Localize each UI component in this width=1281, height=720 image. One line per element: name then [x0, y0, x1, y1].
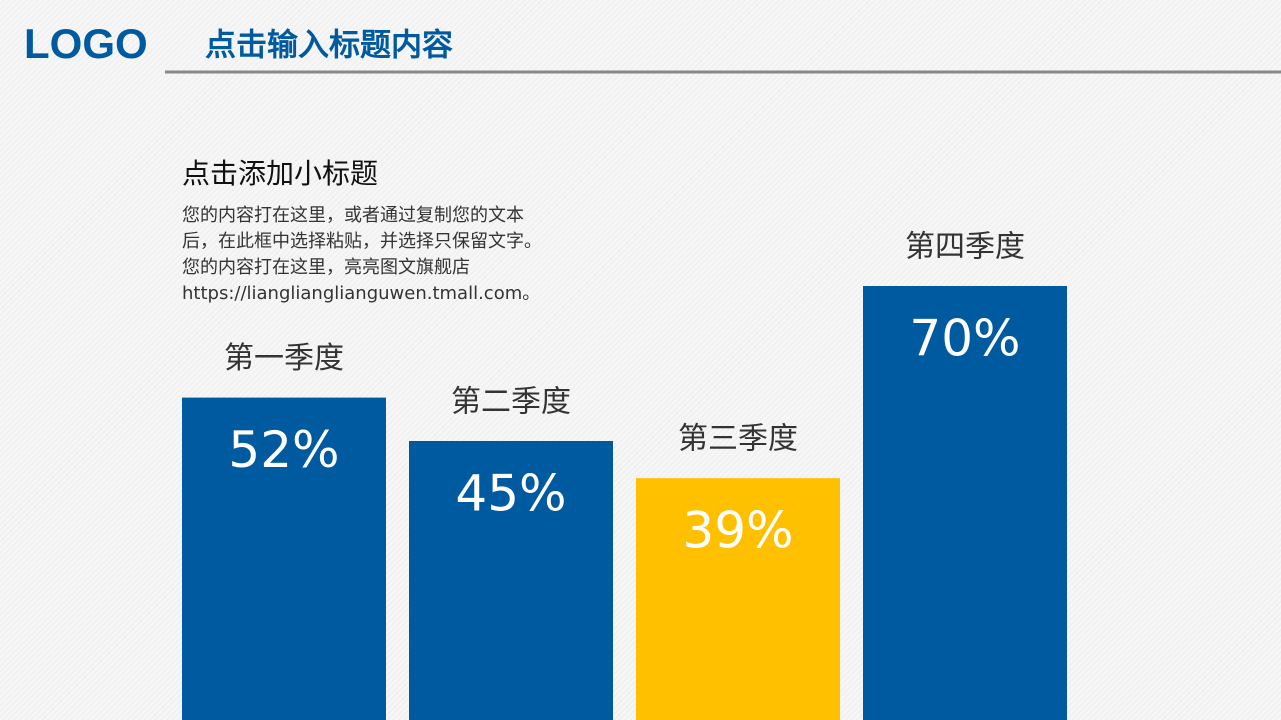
- category-label: 第一季度: [224, 341, 344, 376]
- body-line: https://lianglianglianguwen.tmall.com。: [182, 283, 540, 304]
- bar: [863, 286, 1067, 720]
- body-line: 您的内容打在这里，或者通过复制您的文本: [182, 205, 524, 226]
- value-label: 39%: [682, 502, 793, 560]
- category-label: 第四季度: [905, 230, 1025, 265]
- body-line: 您的内容打在这里，亮亮图文旗舰店: [182, 257, 470, 278]
- value-label: 52%: [228, 421, 339, 479]
- category-label: 第三季度: [678, 422, 798, 457]
- body-text: 您的内容打在这里，或者通过复制您的文本后，在此框中选择粘贴，并选择只保留文字。您…: [182, 205, 542, 304]
- bar: [409, 441, 613, 720]
- page-title: 点击输入标题内容: [205, 28, 453, 64]
- body-line: 后，在此框中选择粘贴，并选择只保留文字。: [182, 231, 542, 252]
- category-label: 第二季度: [451, 385, 571, 420]
- logo: LOGO: [24, 20, 148, 67]
- subtitle: 点击添加小标题: [182, 157, 378, 190]
- value-label: 70%: [909, 310, 1020, 368]
- bar: [182, 397, 386, 720]
- bar: [636, 478, 840, 720]
- value-label: 45%: [455, 465, 566, 523]
